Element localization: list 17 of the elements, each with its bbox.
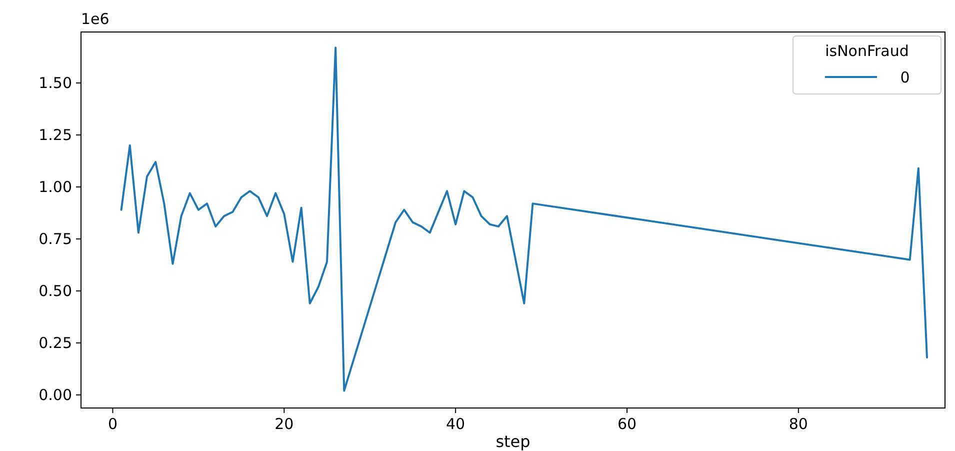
x-tick-label: 40 xyxy=(446,415,466,433)
text: 1e6 xyxy=(81,10,110,28)
x-tick-label: 0 xyxy=(108,415,118,433)
legend-label: 0 xyxy=(900,68,910,86)
y-tick-label: 0.50 xyxy=(38,282,72,300)
y-tick-label: 0.25 xyxy=(38,334,72,352)
y-tick-label: 1.50 xyxy=(38,74,72,92)
y-tick-label: 1.25 xyxy=(38,126,72,144)
y-tick-label: 0.75 xyxy=(38,230,72,248)
y-tick-label: 0.00 xyxy=(38,386,72,404)
x-tick-label: 80 xyxy=(788,415,808,433)
line-series xyxy=(120,46,928,392)
legend-title: isNonFraud xyxy=(825,42,909,60)
x-tick-label: 60 xyxy=(617,415,637,433)
y-tick-label: 1.00 xyxy=(38,178,72,196)
x-tick-label: 20 xyxy=(274,415,294,433)
x-axis-title: step xyxy=(496,432,530,451)
